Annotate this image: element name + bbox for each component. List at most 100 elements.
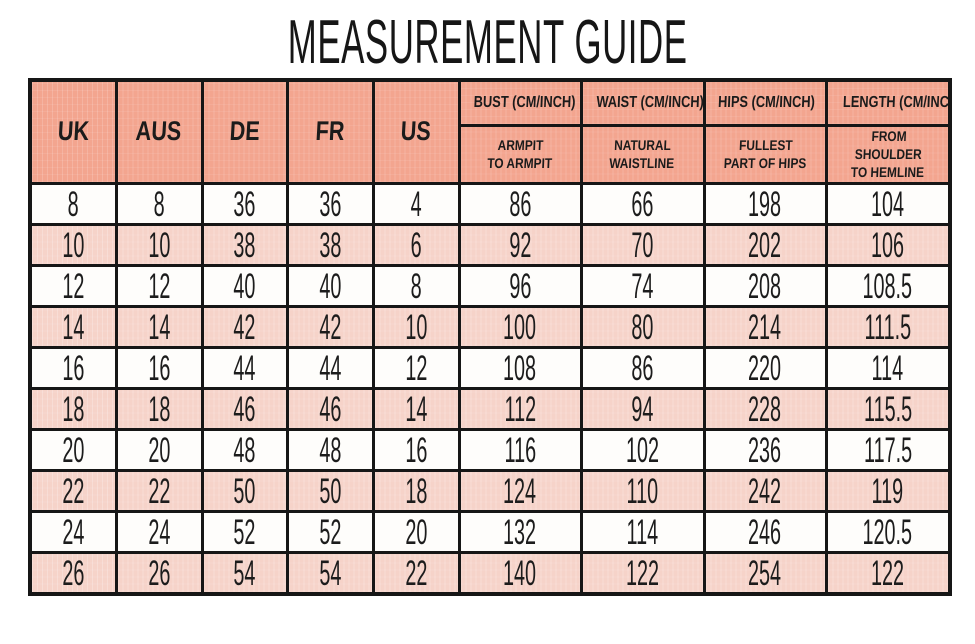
table-row: 24 24 52 52 20 132 114 246 120.5 [28, 509, 952, 554]
header-cell-uk: UK [28, 78, 118, 185]
table-cell: 38 [285, 222, 375, 267]
table-cell: 120.5 [824, 509, 952, 554]
table-cell: 106 [824, 222, 952, 267]
cell-value: 38 [233, 224, 256, 265]
cell-value: 92 [508, 224, 532, 265]
subheader-label: NATURAL WAISTLINE [609, 136, 675, 171]
cell-value: 14 [147, 306, 171, 347]
table-cell: 22 [28, 468, 118, 513]
table-cell: 46 [285, 386, 375, 431]
table-cell: 4 [371, 181, 461, 226]
table-cell: 48 [200, 427, 289, 472]
cell-value: 8 [153, 183, 165, 224]
table-cell: 236 [702, 427, 828, 472]
cell-value: 94 [631, 388, 654, 429]
cell-value: 70 [631, 224, 654, 265]
table-cell: 8 [28, 181, 118, 226]
table-cell: 18 [28, 386, 118, 431]
table-cell: 96 [457, 263, 583, 308]
table-cell: 18 [371, 468, 461, 513]
cell-value: 18 [62, 388, 85, 429]
cell-value: 22 [62, 470, 85, 511]
table-cell: 208 [702, 263, 828, 308]
cell-value: 26 [62, 552, 85, 593]
table-cell: 86 [457, 181, 583, 226]
table-cell: 46 [200, 386, 289, 431]
cell-value: 115.5 [863, 388, 912, 429]
table-cell: 16 [371, 427, 461, 472]
cell-value: 114 [871, 347, 904, 388]
header-label: UK [56, 116, 90, 147]
cell-value: 26 [147, 552, 171, 593]
table-cell: 14 [371, 386, 461, 431]
subheader-label: FROM SHOULDER TO HEMLINE [849, 127, 924, 180]
cell-value: 86 [508, 183, 532, 224]
cell-value: 102 [625, 429, 660, 470]
header-label: HIPS (CM/INCH) [717, 93, 815, 111]
table-cell: 42 [285, 304, 375, 349]
table-cell: 108.5 [824, 263, 952, 308]
table-cell: 214 [702, 304, 828, 349]
table-cell: 14 [28, 304, 118, 349]
header-label: US [400, 116, 432, 147]
cell-value: 20 [404, 511, 428, 552]
cell-value: 86 [631, 347, 654, 388]
cell-value: 42 [233, 306, 256, 347]
table-cell: 14 [114, 304, 204, 349]
table-row: 22 22 50 50 18 124 110 242 119 [28, 468, 952, 513]
header-label: AUS [135, 116, 183, 147]
table-cell: 100 [457, 304, 583, 349]
subheader-label: FULLEST PART OF HIPS [723, 136, 807, 171]
header-label: DE [228, 116, 261, 147]
table-cell: 124 [457, 468, 583, 513]
table-cell: 86 [579, 345, 706, 390]
header-row-main: UK AUS DE FR US BUST (CM/INCH) WAIST (CM… [28, 78, 952, 185]
table-cell: 42 [200, 304, 289, 349]
cell-value: 24 [62, 511, 85, 552]
cell-value: 122 [871, 552, 905, 593]
cell-value: 74 [631, 265, 654, 306]
cell-value: 124 [503, 470, 537, 511]
measurement-table: UK AUS DE FR US BUST (CM/INCH) WAIST (CM… [28, 78, 952, 596]
cell-value: 54 [233, 552, 256, 593]
table-cell: 6 [371, 222, 461, 267]
table-row: 14 14 42 42 10 100 80 214 111.5 [28, 304, 952, 349]
table-cell: 52 [285, 509, 375, 554]
cell-value: 16 [62, 347, 85, 388]
header-cell-fr: FR [285, 78, 375, 185]
table-row: 8 8 36 36 4 86 66 198 104 [28, 181, 952, 226]
table-cell: 22 [114, 468, 204, 513]
table-cell: 16 [28, 345, 118, 390]
cell-value: 40 [318, 265, 342, 306]
cell-value: 22 [147, 470, 171, 511]
cell-value: 42 [318, 306, 342, 347]
table-cell: 20 [114, 427, 204, 472]
table-cell: 20 [371, 509, 461, 554]
table-row: 18 18 46 46 14 112 94 228 115.5 [28, 386, 952, 431]
table-cell: 116 [457, 427, 583, 472]
table-row: 16 16 44 44 12 108 86 220 114 [28, 345, 952, 390]
cell-value: 104 [871, 183, 905, 224]
cell-value: 14 [404, 388, 428, 429]
cell-value: 54 [318, 552, 342, 593]
table-cell: 24 [28, 509, 118, 554]
subheader-cell-bust: ARMPIT TO ARMPIT [457, 123, 583, 185]
cell-value: 208 [748, 265, 782, 306]
table-cell: 54 [200, 550, 289, 596]
cell-value: 198 [748, 183, 782, 224]
cell-value: 44 [233, 347, 256, 388]
cell-value: 20 [62, 429, 85, 470]
cell-value: 48 [233, 429, 256, 470]
cell-value: 6 [410, 224, 422, 265]
table-cell: 114 [579, 509, 706, 554]
cell-value: 254 [748, 552, 782, 593]
cell-value: 8 [67, 183, 79, 224]
table-cell: 38 [200, 222, 289, 267]
table-cell: 10 [371, 304, 461, 349]
cell-value: 10 [62, 224, 85, 265]
table-cell: 108 [457, 345, 583, 390]
cell-value: 14 [62, 306, 85, 347]
page-title: MEASUREMENT GUIDE [0, 4, 975, 78]
table-cell: 102 [579, 427, 706, 472]
cell-value: 117.5 [863, 429, 912, 470]
